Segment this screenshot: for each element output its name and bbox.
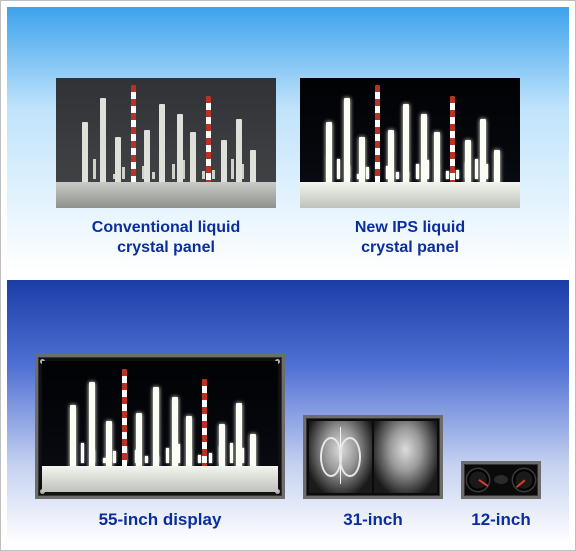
size-55-caption: 55-inch display	[99, 509, 222, 530]
ips-cell: New IPS liquid crystal panel	[300, 78, 520, 258]
sizes-row: 55-inch display 31-inch 12-inch	[7, 280, 569, 545]
ips-caption: New IPS liquid crystal panel	[355, 218, 465, 258]
conventional-panel-image	[56, 78, 276, 208]
conventional-cell: Conventional liquid crystal panel	[56, 78, 276, 258]
xray-foot-icon	[374, 421, 437, 493]
gauge-icon	[511, 467, 537, 493]
comparison-row: Conventional liquid crystal panel New IP…	[7, 7, 569, 272]
monitor-55-frame	[35, 354, 285, 499]
size-12-caption: 12-inch	[471, 509, 531, 530]
caption-line: crystal panel	[117, 239, 215, 256]
caption-line: crystal panel	[361, 239, 459, 256]
caption-line: Conventional liquid	[92, 219, 240, 236]
monitor-12-frame	[461, 461, 541, 499]
xray-chest-icon	[309, 421, 372, 493]
ips-panel-image	[300, 78, 520, 208]
size-55-cell: 55-inch display	[35, 354, 285, 530]
monitor-55-image	[42, 361, 278, 492]
size-31-caption: 31-inch	[343, 509, 403, 530]
sizes-panel: 55-inch display 31-inch 12-inch	[7, 280, 569, 545]
gauge-icon	[465, 467, 491, 493]
comparison-panel: Conventional liquid crystal panel New IP…	[7, 7, 569, 272]
infographic-root: Conventional liquid crystal panel New IP…	[0, 0, 576, 551]
size-31-cell: 31-inch	[303, 415, 443, 530]
refinery-pipes	[311, 145, 509, 179]
conventional-caption: Conventional liquid crystal panel	[92, 218, 240, 258]
monitor-31-frame	[303, 415, 443, 499]
size-12-cell: 12-inch	[461, 461, 541, 530]
caption-line: New IPS liquid	[355, 219, 465, 236]
gauge-center-icon	[494, 475, 508, 484]
refinery-pipes	[67, 145, 265, 179]
